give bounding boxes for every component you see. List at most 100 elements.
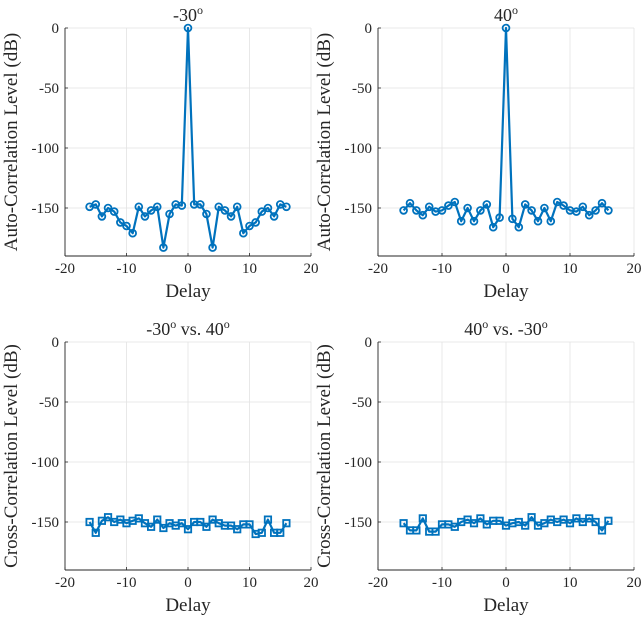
y-tick-label: -100 xyxy=(345,141,373,157)
data-point xyxy=(514,222,524,232)
data-point xyxy=(597,526,607,535)
data-point xyxy=(152,202,162,212)
data-point xyxy=(559,201,568,210)
data-point xyxy=(527,206,536,215)
data-point xyxy=(159,243,168,252)
x-tick-label: -20 xyxy=(368,261,388,277)
data-point xyxy=(399,519,408,528)
data-point xyxy=(116,218,125,227)
data-point xyxy=(412,526,421,535)
data-point xyxy=(177,519,186,528)
chart-panel-1: -20 -10 0 10 200-50-100-150DelayAuto-Correla… xyxy=(1,3,319,302)
y-tick-label: -50 xyxy=(39,81,59,97)
data-point xyxy=(269,212,279,221)
data-point xyxy=(431,527,440,536)
x-tick-label: -20 xyxy=(55,261,75,277)
data-point xyxy=(546,216,556,226)
data-point xyxy=(91,200,101,209)
y-tick-label: -100 xyxy=(32,455,60,471)
chart-title: 40o vs. -30o xyxy=(464,317,548,339)
data-point xyxy=(140,212,150,221)
data-point xyxy=(282,202,291,212)
data-point xyxy=(495,516,504,525)
data-point xyxy=(165,209,174,219)
data-point xyxy=(245,520,254,529)
data-point xyxy=(412,206,421,215)
data-point xyxy=(469,216,479,226)
data-point xyxy=(146,522,156,531)
y-tick-label: -150 xyxy=(32,201,60,217)
x-tick-label: 10 xyxy=(242,261,257,277)
data-point xyxy=(183,23,193,33)
data-point xyxy=(521,521,530,530)
data-point xyxy=(520,200,530,209)
y-tick-label: -50 xyxy=(39,395,59,411)
data-point xyxy=(584,210,594,220)
data-point xyxy=(239,228,248,238)
chart-title: 40o xyxy=(494,3,518,25)
x-tick-label: 0 xyxy=(184,261,192,277)
series-line xyxy=(402,26,610,229)
data-point xyxy=(177,201,187,210)
x-tick-label: 0 xyxy=(184,575,192,591)
y-tick-label: -100 xyxy=(32,141,60,157)
data-point xyxy=(399,206,408,215)
data-point xyxy=(604,516,613,525)
data-point xyxy=(604,206,613,215)
data-point xyxy=(214,202,224,212)
data-point xyxy=(196,200,205,209)
data-point xyxy=(418,514,427,523)
data-point xyxy=(196,517,205,527)
data-point xyxy=(533,216,543,226)
data-point xyxy=(91,528,100,537)
y-axis-label: Auto-Correlation Level (dB) xyxy=(314,33,335,251)
y-tick-label: -150 xyxy=(32,515,60,531)
data-point xyxy=(527,513,536,522)
data-point xyxy=(128,228,137,238)
x-tick-label: 0 xyxy=(502,261,510,277)
data-point xyxy=(97,212,107,221)
x-tick-label: 10 xyxy=(242,575,257,591)
y-tick-label: 0 xyxy=(52,21,60,37)
data-point xyxy=(159,523,168,533)
data-point xyxy=(153,515,162,524)
data-point xyxy=(232,202,242,212)
y-tick-label: 0 xyxy=(52,335,60,351)
x-axis-label: Delay xyxy=(165,281,211,302)
data-point xyxy=(578,202,588,212)
chart-title: -30o xyxy=(173,3,203,25)
x-tick-label: -20 xyxy=(368,575,388,591)
chart-title: -30o vs. 40o xyxy=(146,317,230,339)
data-point xyxy=(424,202,434,212)
data-point xyxy=(482,200,492,209)
data-point xyxy=(572,207,581,216)
chart-panel-4: -20 -10 0 10 200-50-100-150DelayCross-Correl… xyxy=(314,317,642,616)
x-tick-label: 10 xyxy=(563,575,578,591)
data-point xyxy=(103,513,113,522)
data-point xyxy=(257,528,266,537)
x-axis-label: Delay xyxy=(165,595,211,616)
data-point xyxy=(476,206,485,215)
data-point xyxy=(591,517,600,527)
y-axis-label: Cross-Correlation Level (dB) xyxy=(1,344,22,568)
x-tick-label: -10 xyxy=(117,261,137,277)
x-tick-label: -10 xyxy=(117,575,137,591)
data-point xyxy=(437,206,447,215)
data-point xyxy=(233,525,242,534)
data-point xyxy=(257,207,267,216)
x-tick-label: -10 xyxy=(432,575,452,591)
chart-panel-2: -20 -10 0 10 200-50-100-150DelayAuto-Correla… xyxy=(314,3,642,302)
y-tick-label: 0 xyxy=(365,21,373,37)
chart-panel-3: -20 -10 0 10 200-50-100-150DelayCross-Correl… xyxy=(1,317,319,616)
data-point xyxy=(463,203,472,213)
data-point xyxy=(552,197,562,207)
y-tick-label: -150 xyxy=(345,515,373,531)
x-tick-label: 0 xyxy=(502,575,510,591)
data-point xyxy=(282,519,291,528)
data-point xyxy=(276,528,285,537)
data-point xyxy=(183,525,193,534)
data-point xyxy=(495,213,504,222)
y-tick-label: -50 xyxy=(352,395,372,411)
data-point xyxy=(109,207,119,216)
data-point xyxy=(220,206,230,215)
